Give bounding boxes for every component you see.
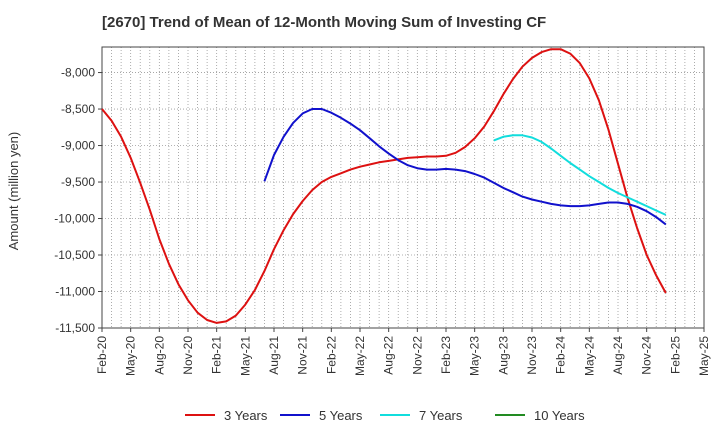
y-tick-label: -10,500 — [54, 248, 95, 262]
y-tick-label: -9,000 — [61, 139, 95, 153]
series-group — [101, 48, 667, 324]
series-line-1 — [101, 48, 667, 324]
legend-label-1: 3 Years — [224, 408, 268, 423]
x-tick-label: May-22 — [353, 336, 367, 376]
x-tick-label: Nov-24 — [640, 336, 654, 375]
x-tick-label: Feb-23 — [439, 336, 453, 374]
x-tick-label: May-25 — [697, 336, 711, 376]
x-tick-label: Aug-22 — [382, 336, 396, 375]
x-tick-label: May-21 — [238, 336, 252, 376]
legend-label-4: 10 Years — [534, 408, 585, 423]
x-tick-label: May-23 — [468, 336, 482, 376]
x-tick-label: Feb-22 — [324, 336, 338, 374]
x-axis: Feb-20 May-20 Aug-20 Nov-20 Feb-21 May-21 Aug-… — [95, 328, 711, 376]
x-tick-label: Nov-21 — [296, 336, 310, 375]
x-tick-label: Aug-20 — [152, 336, 166, 375]
chart-title: [2670] Trend of Mean of 12-Month Moving … — [102, 14, 546, 31]
x-tick-label: Nov-22 — [410, 336, 424, 375]
x-tick-label: Aug-23 — [496, 336, 510, 375]
y-axis: -8,000 -8,500 -9,000 -9,500 -10,000 -10,500 -1… — [54, 66, 102, 335]
x-tick-label: May-20 — [124, 336, 138, 376]
y-tick-label: -11,000 — [55, 285, 95, 299]
x-tick-label: Nov-23 — [525, 336, 539, 375]
x-tick-label: Nov-20 — [181, 336, 195, 375]
y-tick-label: -8,500 — [61, 102, 95, 116]
x-tick-label: Aug-21 — [267, 336, 281, 375]
x-tick-label: May-24 — [582, 336, 596, 376]
x-tick-label: Feb-24 — [554, 336, 568, 374]
y-tick-label: -10,000 — [54, 212, 95, 226]
series-line-3 — [493, 134, 667, 216]
y-tick-label: -9,500 — [61, 175, 95, 189]
legend-label-3: 7 Years — [419, 408, 463, 423]
series-line-2 — [263, 108, 667, 226]
legend-label-2: 5 Years — [319, 408, 363, 423]
x-tick-label: Feb-21 — [210, 336, 224, 374]
legend: 3 Years 5 Years 7 Years 10 Years — [185, 408, 585, 423]
x-tick-label: Feb-20 — [95, 336, 109, 374]
x-tick-label: Aug-24 — [611, 336, 625, 375]
plot-frame — [101, 46, 705, 329]
y-axis-label: Amount (million yen) — [6, 132, 21, 251]
x-tick-label: Feb-25 — [668, 336, 682, 374]
y-tick-label: -11,500 — [55, 321, 95, 335]
y-tick-label: -8,000 — [61, 66, 95, 80]
grid — [102, 47, 704, 328]
